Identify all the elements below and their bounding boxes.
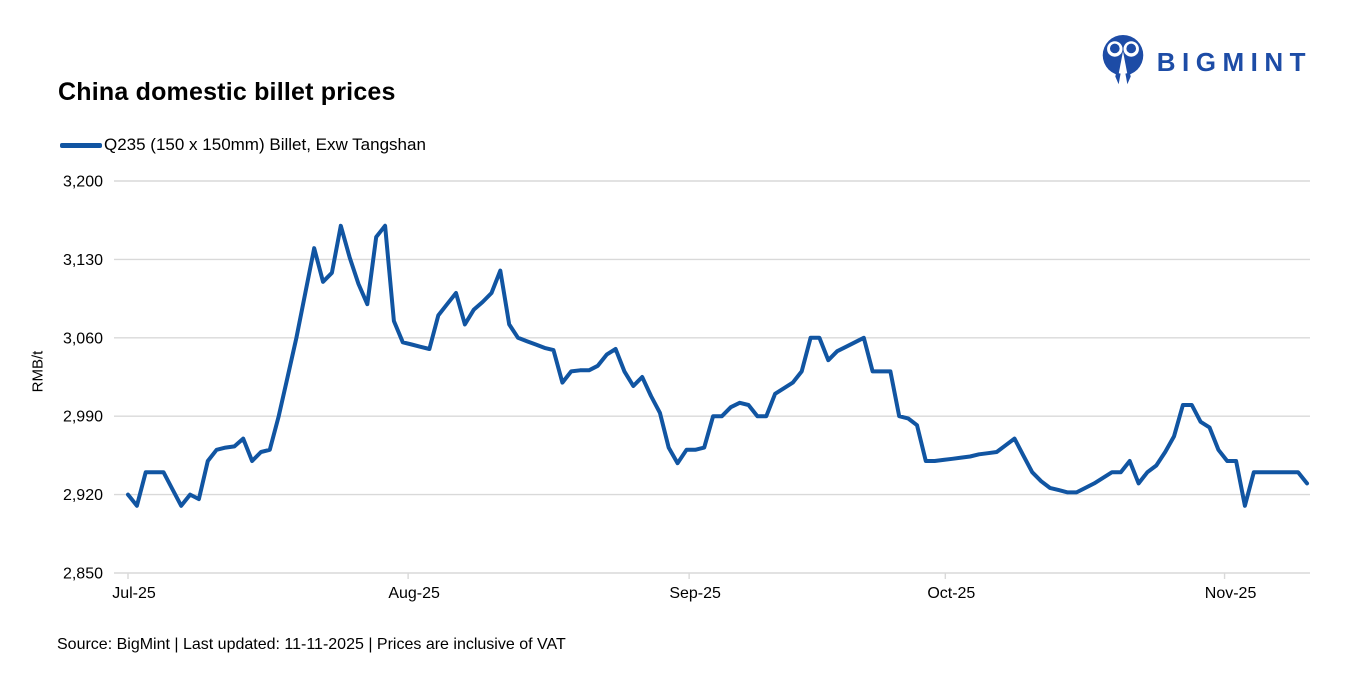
x-tick-label: Aug-25: [388, 585, 440, 602]
y-tick-label: 3,200: [63, 174, 103, 191]
page-title: China domestic billet prices: [58, 78, 396, 106]
legend-label: Q235 (150 x 150mm) Billet, Exw Tangshan: [104, 135, 426, 154]
x-tick-label: Oct-25: [927, 585, 975, 602]
legend-line-swatch: [60, 142, 102, 148]
y-tick-label: 2,850: [63, 566, 103, 583]
bigmint-logo: BIGMINT: [1101, 34, 1306, 90]
source-note: Source: BigMint | Last updated: 11-11-20…: [57, 636, 566, 653]
y-tick-label: 2,990: [63, 409, 103, 426]
y-tick-label: 2,920: [63, 487, 103, 504]
bigmint-logo-text: BIGMINT: [1156, 46, 1312, 77]
x-tick-label: Sep-25: [669, 585, 721, 602]
y-tick-label: 3,130: [63, 252, 103, 269]
legend: Q235 (150 x 150mm) Billet, Exw Tangshan: [60, 135, 426, 155]
x-tick-label: Nov-25: [1205, 585, 1257, 602]
bigmint-logo-icon: [1102, 34, 1144, 85]
x-tick-label: Jul-25: [112, 585, 156, 602]
price-line: [126, 223, 1309, 508]
y-tick-label: 3,060: [63, 330, 103, 347]
